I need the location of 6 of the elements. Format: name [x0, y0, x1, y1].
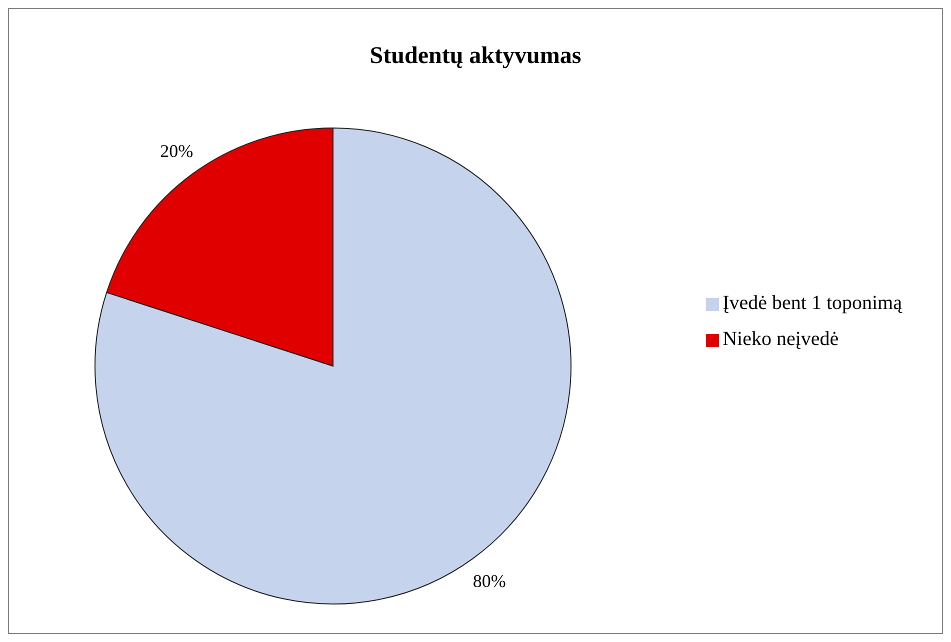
data-label: 80%: [472, 571, 506, 592]
chart-title: Studentų aktyvumas: [368, 43, 582, 70]
data-label: 20%: [160, 140, 194, 161]
legend-label: Įvedė bent 1 toponimą: [722, 292, 902, 314]
pie-slice: [94, 128, 572, 604]
legend-label: Nieko neįvedė: [722, 328, 839, 350]
